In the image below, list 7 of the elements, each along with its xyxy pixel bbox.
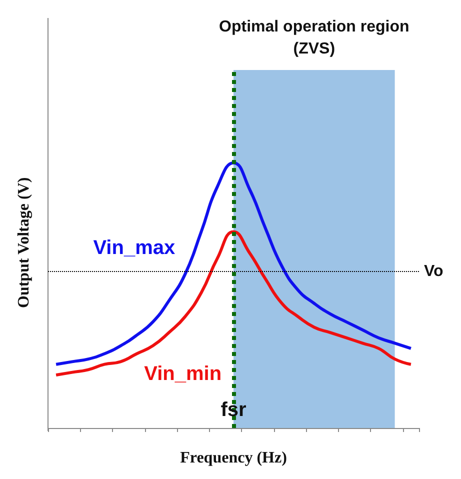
series-label: Vin_min (144, 362, 222, 385)
y-axis-title: Output Voltage (V) (16, 177, 32, 308)
ref-line-label: Vo (424, 263, 444, 280)
series-label: Vin_max (93, 237, 176, 260)
text: Optimal operation region (ZVS) (219, 18, 410, 58)
x-axis-title: Frequency (Hz) (180, 450, 287, 466)
text: fsr (220, 399, 246, 421)
